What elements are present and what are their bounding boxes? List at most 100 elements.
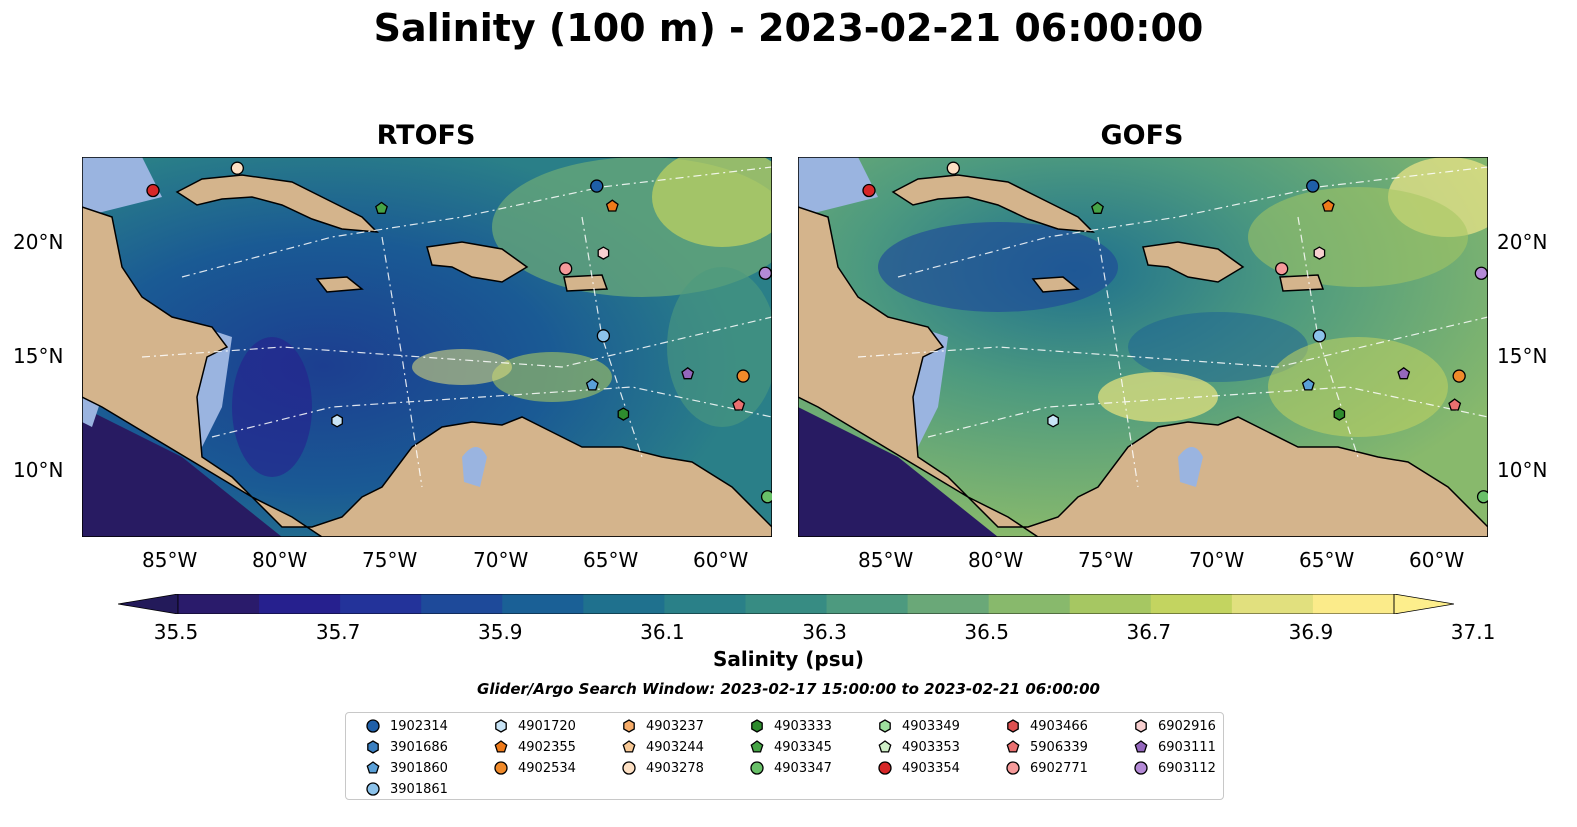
float-marker-4903333[interactable] (1333, 407, 1346, 421)
float-marker-6902916[interactable] (1313, 246, 1326, 260)
lon-label-80w: 80°W (252, 548, 308, 572)
lat-label-10n-right: 10°N (1497, 458, 1548, 482)
legend-marker-4902355[interactable] (494, 740, 508, 753)
legend-item-4903466: 4903466 (1004, 717, 1088, 735)
float-marker-4903345[interactable] (375, 201, 388, 214)
legend-label: 4903345 (774, 739, 832, 755)
colorbar-extend-max (1393, 593, 1455, 615)
panel-title-rtofs: RTOFS (376, 120, 476, 151)
float-marker-6902771[interactable] (559, 262, 573, 276)
legend-marker-1902314[interactable] (366, 719, 380, 733)
float-marker-4902534[interactable] (736, 369, 750, 383)
map-rtofs[interactable] (81, 147, 792, 538)
float-marker-4903345[interactable] (1091, 201, 1104, 214)
float-marker-6902771[interactable] (1275, 262, 1289, 276)
shelf-area (82, 157, 162, 217)
legend-item-4903353: 4903353 (876, 738, 960, 756)
colorbar (117, 593, 1455, 615)
legend-marker-4903466[interactable] (1007, 719, 1019, 733)
float-marker-4903278[interactable] (946, 161, 960, 175)
legend-marker-4903347[interactable] (750, 761, 764, 775)
float-marker-4903354[interactable] (862, 183, 876, 198)
legend-marker-5906339[interactable] (1006, 740, 1020, 753)
float-marker-3901860[interactable] (1301, 378, 1315, 391)
lake-maracaibo (1178, 447, 1203, 487)
float-marker-5906339[interactable] (1448, 398, 1462, 411)
colorbar-segment (1150, 594, 1233, 614)
legend-label: 4901720 (518, 718, 576, 734)
legend-marker-6903112[interactable] (1134, 761, 1148, 775)
float-marker-4902355[interactable] (605, 199, 619, 212)
float-marker-4901720[interactable] (331, 414, 343, 428)
legend-label: 6903112 (1158, 760, 1216, 776)
lat-label-20n: 20°N (13, 230, 64, 254)
float-marker-6903111[interactable] (1397, 366, 1411, 380)
legend-item-3901686: 3901686 (364, 738, 448, 756)
legend-label: 6903111 (1158, 739, 1216, 755)
float-marker-3901860[interactable] (585, 378, 599, 391)
legend-item-4903345: 4903345 (748, 738, 832, 756)
legend-marker-3901860[interactable] (366, 761, 380, 774)
colorbar-segment (907, 594, 990, 614)
legend-label: 4903237 (646, 718, 704, 734)
salinity-patch (878, 222, 1118, 312)
legend-item-4903354: 4903354 (876, 759, 960, 777)
legend-marker-4903333[interactable] (751, 719, 763, 733)
float-marker-6903112[interactable] (758, 266, 772, 280)
lat-label-10n: 10°N (13, 458, 64, 482)
legend-marker-4903354[interactable] (878, 761, 892, 775)
legend-marker-4903353[interactable] (878, 740, 892, 753)
pentagon-marker-icon (622, 740, 636, 753)
float-marker-3901861[interactable] (1312, 329, 1327, 343)
salinity-patch (667, 267, 777, 427)
legend-item-4902355: 4902355 (492, 738, 576, 756)
legend-label: 6902771 (1030, 760, 1088, 776)
legend-marker-4901720[interactable] (495, 719, 507, 733)
legend-marker-4903237[interactable] (623, 719, 635, 733)
float-marker-4903278[interactable] (230, 161, 244, 175)
legend-item-4903347: 4903347 (748, 759, 832, 777)
float-marker-1902314[interactable] (1306, 179, 1320, 193)
float-marker-6903111[interactable] (681, 366, 695, 380)
legend-marker-4902534[interactable] (494, 761, 508, 775)
legend-marker-4903278[interactable] (622, 761, 636, 775)
float-marker-4902534[interactable] (1452, 369, 1466, 383)
map-gofs[interactable] (797, 156, 1508, 538)
float-marker-4903333[interactable] (617, 407, 630, 421)
float-marker-4903354[interactable] (146, 183, 160, 198)
colorbar-tick-label: 35.7 (315, 620, 361, 644)
float-marker-6902916[interactable] (597, 246, 610, 260)
lon-label-65w: 65°W (583, 548, 639, 572)
legend-marker-6903111[interactable] (1134, 740, 1148, 753)
float-markers (146, 161, 775, 504)
float-marker-4902355[interactable] (1321, 199, 1335, 212)
legend-marker-4903244[interactable] (622, 740, 636, 753)
legend-marker-6902771[interactable] (1006, 761, 1020, 775)
lon-label-75w-gofs: 75°W (1078, 548, 1134, 572)
float-marker-4901720[interactable] (1047, 414, 1059, 428)
legend-label: 4903349 (902, 718, 960, 734)
land-hispaniola (1142, 241, 1245, 283)
float-marker-6903112[interactable] (1474, 266, 1488, 280)
float-marker-3901861[interactable] (596, 329, 611, 343)
lon-label-70w: 70°W (473, 548, 529, 572)
legend-marker-3901686[interactable] (367, 740, 379, 754)
colorbar-segment (1231, 594, 1314, 614)
salinity-patch (652, 147, 792, 247)
pacific-ocean (798, 407, 998, 537)
float-marker-4903347[interactable] (760, 490, 775, 504)
legend-marker-3901861[interactable] (366, 782, 380, 796)
float-marker-4903347[interactable] (1476, 490, 1491, 504)
salinity-patch (1128, 312, 1308, 382)
float-marker-1902314[interactable] (590, 179, 604, 193)
legend-marker-4903349[interactable] (879, 719, 891, 733)
pacific-ocean (82, 407, 282, 537)
map-rtofs-svg (81, 147, 792, 538)
legend-item-4903278: 4903278 (620, 759, 704, 777)
salinity-patch (1268, 337, 1448, 437)
legend-marker-6902916[interactable] (1135, 719, 1147, 733)
colorbar-tick-label: 35.5 (153, 620, 199, 644)
float-marker-5906339[interactable] (732, 398, 746, 411)
legend-marker-4903345[interactable] (750, 740, 764, 753)
colorbar-segment (1069, 594, 1152, 614)
